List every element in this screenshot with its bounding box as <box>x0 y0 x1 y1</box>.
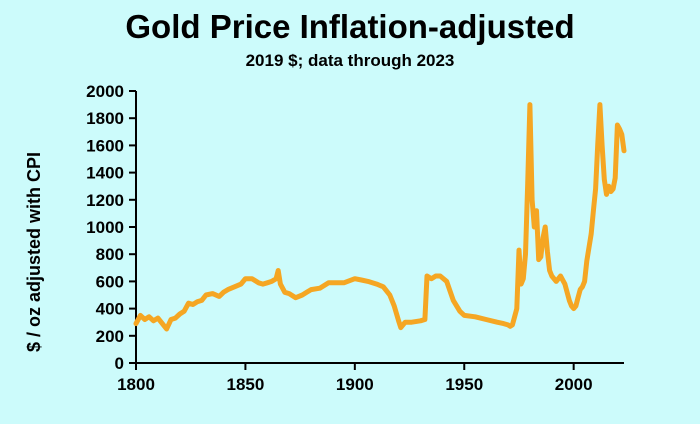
y-tick-label: 2000 <box>86 82 124 101</box>
y-tick-label: 600 <box>96 272 124 291</box>
y-tick-label: 400 <box>96 300 124 319</box>
chart-title: Gold Price Inflation-adjusted <box>125 8 574 45</box>
x-tick-label: 2000 <box>555 375 593 394</box>
y-tick-label: 1000 <box>86 218 124 237</box>
y-tick-label: 1800 <box>86 109 124 128</box>
x-axis: 1800 1850 1900 1950 2000 <box>117 363 593 394</box>
y-axis: 0 200 400 600 800 1000 1200 1400 1600 1800 2000 <box>86 82 136 373</box>
y-tick-label: 1600 <box>86 136 124 155</box>
x-tick-label: 1950 <box>445 375 483 394</box>
y-tick-label: 200 <box>96 327 124 346</box>
x-tick-label: 1800 <box>117 375 155 394</box>
x-tick-label: 1900 <box>336 375 374 394</box>
chart-subtitle: 2019 $; data through 2023 <box>246 51 455 70</box>
y-tick-label: 800 <box>96 245 124 264</box>
y-tick-label: 1400 <box>86 164 124 183</box>
y-tick-label: 0 <box>115 354 124 373</box>
y-axis-label: $ / oz adjusted with CPI <box>24 152 44 352</box>
gold-price-line <box>133 102 627 332</box>
x-tick-label: 1850 <box>227 375 265 394</box>
y-tick-label: 1200 <box>86 191 124 210</box>
